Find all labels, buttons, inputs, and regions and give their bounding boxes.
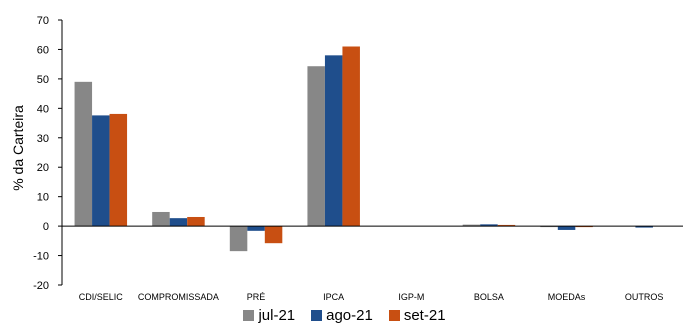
y-axis-ticks: 70 60 50 40 30 20 10 0 -10 -20 xyxy=(33,15,62,292)
bar-jul-21-3 xyxy=(307,66,325,227)
y-tick-label: 30 xyxy=(37,133,49,145)
legend-swatch xyxy=(243,310,255,321)
bar-jul-21-0 xyxy=(74,81,93,227)
bar-jul-21-5 xyxy=(462,224,481,227)
bar-ago-21-2 xyxy=(247,226,265,231)
y-tick-label: 20 xyxy=(37,162,49,174)
x-category-label: COMPROMISSADA xyxy=(138,292,219,302)
legend-swatch xyxy=(311,310,323,321)
y-tick-label: 0 xyxy=(43,221,49,233)
bar-set-21-3 xyxy=(342,46,360,227)
legend-item: jul-21 xyxy=(243,307,295,324)
legend-swatch xyxy=(388,310,400,321)
y-tick-label: 50 xyxy=(37,74,49,86)
bar-jul-21-1 xyxy=(152,211,170,227)
bar-ago-21-7 xyxy=(635,226,653,228)
y-tick-label: 40 xyxy=(37,103,49,115)
legend-label: set-21 xyxy=(403,307,446,324)
bar-set-21-5 xyxy=(497,224,516,227)
legend-label: ago-21 xyxy=(326,307,373,324)
x-category-label: PRÉ xyxy=(247,292,266,302)
x-category-label: OUTROS xyxy=(625,292,664,302)
bar-set-21-1 xyxy=(187,216,205,227)
legend: jul-21 ago-21 set-21 xyxy=(0,305,689,326)
bar-jul-21-2 xyxy=(229,226,248,252)
x-category-label: BOLSA xyxy=(474,292,504,302)
x-category-label: CDI/SELIC xyxy=(79,292,124,302)
x-category-label: MOEDAs xyxy=(548,292,586,302)
bar-ago-21-3 xyxy=(324,55,343,227)
legend-item: ago-21 xyxy=(311,307,373,324)
x-category-label: IPCA xyxy=(323,292,344,302)
x-axis-labels: CDI/SELIC COMPROMISSADA PRÉ IPCA IGP-M BOLSA M… xyxy=(79,292,664,302)
y-tick-label: -10 xyxy=(33,251,49,263)
bar-ago-21-0 xyxy=(92,115,110,227)
legend-label: jul-21 xyxy=(258,307,296,324)
y-tick-label: 70 xyxy=(37,15,49,27)
y-axis-title: % da Carteira xyxy=(10,105,26,191)
bar-ago-21-6 xyxy=(557,226,576,230)
bars xyxy=(74,46,653,252)
x-category-label: IGP-M xyxy=(398,292,424,302)
legend-item: set-21 xyxy=(388,307,446,324)
bar-ago-21-1 xyxy=(169,218,188,227)
bar-set-21-2 xyxy=(264,226,283,244)
y-tick-label: 60 xyxy=(37,44,49,56)
bar-ago-21-5 xyxy=(480,224,498,227)
bar-set-21-0 xyxy=(109,113,128,227)
y-tick-label: -20 xyxy=(33,280,49,292)
y-tick-label: 10 xyxy=(37,192,49,204)
bar-chart: % da Carteira 70 60 50 40 30 20 10 0 -10 -20 CDI/… xyxy=(10,15,683,302)
